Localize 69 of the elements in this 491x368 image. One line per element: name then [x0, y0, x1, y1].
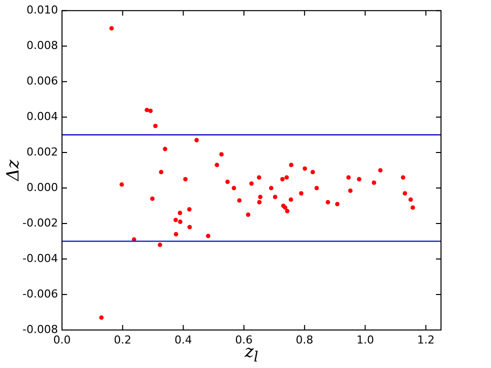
y-tick-label: -0.002 [22, 216, 58, 230]
point [237, 198, 242, 203]
point [284, 175, 289, 180]
point [310, 170, 315, 174]
point [335, 202, 340, 206]
point [372, 180, 376, 185]
x-tick-label: 1.0 [356, 333, 374, 346]
y-tick-label: 0.008 [26, 38, 58, 52]
y-tick-label: 0.006 [26, 74, 58, 88]
point [158, 170, 164, 174]
y-tick-label: 0.000 [26, 180, 58, 194]
point [378, 168, 383, 172]
point [153, 124, 158, 128]
point [206, 234, 210, 238]
point [326, 200, 330, 204]
point [289, 162, 294, 168]
point [183, 176, 188, 182]
point [314, 186, 319, 190]
point [246, 212, 250, 217]
point [187, 224, 192, 230]
point [302, 166, 308, 171]
point [299, 191, 304, 196]
x-tick-label: 0.2 [114, 333, 132, 346]
point [258, 194, 262, 200]
point [256, 175, 262, 180]
y-tick-label: -0.006 [22, 287, 58, 300]
point [109, 26, 114, 31]
point [232, 186, 236, 190]
point [280, 176, 285, 182]
y-tick-label: 0.004 [26, 110, 58, 123]
y-tick-label: -0.004 [22, 252, 58, 265]
y-tick-label: 0.002 [26, 145, 58, 158]
point [99, 315, 104, 320]
point [178, 220, 182, 224]
point [400, 175, 406, 180]
y-tick-label: 0.010 [26, 3, 58, 16]
point [410, 205, 416, 210]
point [285, 208, 290, 214]
point [150, 196, 155, 201]
x-tick-label: 0.0 [53, 333, 71, 346]
point [402, 191, 408, 196]
point [288, 197, 294, 202]
y-axis-title: Δz [4, 158, 24, 182]
point [174, 218, 178, 222]
point [162, 146, 168, 152]
point [120, 182, 124, 187]
point [257, 200, 262, 204]
x-tick-label: 0.4 [174, 333, 192, 346]
y-tick-label: -0.008 [22, 322, 58, 336]
point [408, 197, 413, 202]
point [249, 181, 254, 186]
point [187, 207, 192, 212]
point [356, 176, 362, 182]
point [144, 108, 150, 112]
x-tick-label: 0.8 [296, 333, 314, 346]
point [272, 194, 278, 200]
point [346, 175, 351, 180]
point [148, 108, 153, 114]
x-tick-label: 0.6 [235, 333, 253, 346]
point [194, 138, 199, 142]
x-tick-label: 1.2 [417, 333, 435, 346]
point [178, 210, 182, 216]
point [348, 188, 353, 193]
point [225, 180, 230, 184]
point [214, 162, 220, 168]
point [219, 152, 224, 157]
point [174, 232, 178, 236]
point [269, 186, 274, 190]
point [158, 242, 162, 248]
